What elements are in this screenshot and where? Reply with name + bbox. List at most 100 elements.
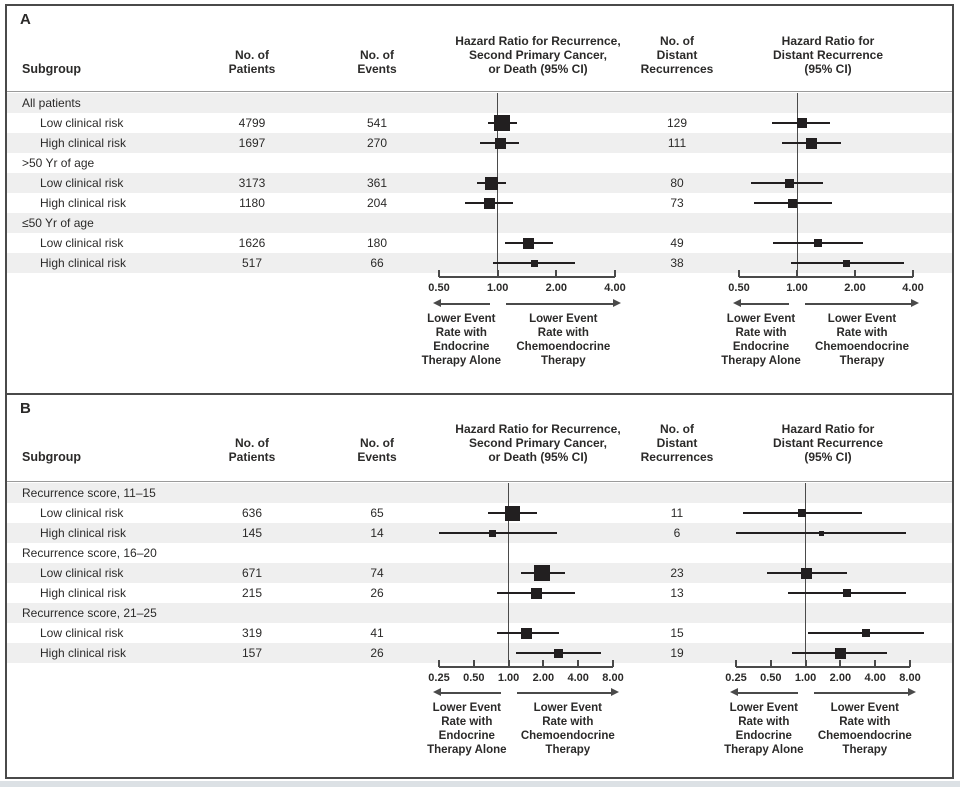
patients-value: 1626 <box>238 236 266 250</box>
events-header: No. of Events <box>322 48 432 76</box>
direction-label-endocrine-line: Therapy Alone <box>724 744 804 756</box>
axis-tick-label: 1.00 <box>786 282 808 294</box>
patients-header-line: Patients <box>228 62 276 76</box>
events-value: 65 <box>370 506 384 520</box>
subgroup-label: High clinical risk <box>40 256 127 270</box>
distant-recurrences-value: 23 <box>670 566 684 580</box>
distant-recurrences-value: 13 <box>670 586 684 600</box>
distant-header: No. of Distant Recurrences <box>617 422 737 464</box>
direction-label-endocrine-line: Endocrine <box>735 730 792 742</box>
group-header-label: >50 Yr of age <box>22 156 95 170</box>
direction-label-chemoendocrine: Lower Event Rate with Chemoendocrine Therap… <box>498 701 638 757</box>
direction-label-chemoendocrine-line: Lower Event <box>529 313 598 325</box>
left-direction-arrow-shaft <box>439 303 490 305</box>
panel-separator <box>5 393 954 395</box>
direction-label-chemoendocrine-line: Lower Event <box>533 702 602 714</box>
left-direction-arrow-head <box>730 688 738 696</box>
patients-header: No. of Patients <box>197 436 307 464</box>
axis-tick-label: 4.00 <box>902 282 924 294</box>
axis-tick <box>577 660 580 667</box>
plot2-title-line: Hazard Ratio for <box>781 34 875 48</box>
events-value: 74 <box>370 566 384 580</box>
axis-tick <box>472 660 475 667</box>
direction-label-chemoendocrine-line: Therapy <box>540 355 586 367</box>
hr-point-marker <box>800 567 812 579</box>
plot1-title-line: Second Primary Cancer, <box>468 436 608 450</box>
hr-point-marker <box>843 259 851 267</box>
patients-header-line: Patients <box>228 450 276 464</box>
right-direction-arrow-shaft <box>805 303 913 305</box>
axis-tick <box>738 270 740 277</box>
distant-recurrences-value: 129 <box>666 116 688 130</box>
distant-recurrences-value: 19 <box>670 646 684 660</box>
page-edge-strip <box>0 781 960 787</box>
direction-label-endocrine-line: Therapy Alone <box>427 744 507 756</box>
hr-point-marker <box>504 505 520 521</box>
events-header-line: No. of <box>360 48 394 62</box>
direction-label-endocrine-line: Lower Event <box>729 702 798 714</box>
axis-tick <box>612 660 614 667</box>
direction-label-chemoendocrine-line: Rate with <box>836 327 888 339</box>
direction-label-endocrine-line: Endocrine <box>732 341 790 353</box>
axis-tick <box>796 270 798 277</box>
plot1-title: Hazard Ratio for Recurrence, Second Prima… <box>423 34 653 76</box>
axis-tick <box>735 660 737 667</box>
plot1-title-line: or Death (95% CI) <box>488 62 588 76</box>
right-direction-arrow-head <box>911 299 919 307</box>
plot2-title-line: (95% CI) <box>804 450 852 464</box>
right-direction-arrow-head <box>611 688 619 696</box>
hr-point-marker <box>813 239 822 247</box>
direction-label-chemoendocrine-line: Chemoendocrine <box>815 341 909 353</box>
direction-label-endocrine-line: Rate with <box>738 716 790 728</box>
plot1-title: Hazard Ratio for Recurrence, Second Prima… <box>423 422 653 464</box>
hr-point-marker <box>554 648 564 658</box>
events-value: 361 <box>366 176 388 190</box>
subgroup-label: High clinical risk <box>40 196 127 210</box>
axis-tick <box>769 660 772 667</box>
axis-tick <box>804 660 807 667</box>
header-rule <box>7 481 952 482</box>
patients-value: 319 <box>241 626 263 640</box>
row-stripe <box>7 603 952 623</box>
direction-label-endocrine-line: Lower Event <box>726 313 796 325</box>
plot2-title-line: Distant Recurrence <box>772 48 884 62</box>
patients-value: 1180 <box>239 196 265 210</box>
axis-tick-label: 0.25 <box>428 672 450 684</box>
panel-label: A <box>20 11 31 28</box>
axis-tick-label: 4.00 <box>604 282 626 294</box>
direction-label-endocrine-line: Rate with <box>435 327 487 339</box>
direction-label-endocrine-line: Therapy Alone <box>421 355 502 367</box>
direction-label-endocrine-line: Rate with <box>441 716 493 728</box>
direction-label-chemoendocrine-line: Rate with <box>537 327 589 339</box>
patients-value: 145 <box>241 526 263 540</box>
axis-tick <box>542 660 545 667</box>
distant-recurrences-value: 80 <box>670 176 684 190</box>
group-header-label: Recurrence score, 11–15 <box>22 486 156 500</box>
axis-tick <box>555 270 558 277</box>
reference-line <box>796 93 798 277</box>
axis-tick-label: 8.00 <box>899 672 921 684</box>
events-header-line: Events <box>357 62 397 76</box>
patients-value: 1697 <box>238 136 266 150</box>
events-value: 26 <box>370 586 384 600</box>
patients-header: No. of Patients <box>197 48 307 76</box>
hr-point-marker <box>494 137 506 149</box>
row-stripe <box>7 643 952 663</box>
direction-label-chemoendocrine-line: Therapy <box>842 744 888 756</box>
plot1-title-line: Second Primary Cancer, <box>468 48 608 62</box>
distant-header-line: Recurrences <box>640 62 714 76</box>
direction-label-endocrine-line: Rate with <box>735 327 787 339</box>
axis-tick <box>507 660 510 667</box>
events-header-line: Events <box>357 450 397 464</box>
hr-point-marker <box>485 176 499 190</box>
axis-tick-label: 1.00 <box>486 282 509 294</box>
hr-point-marker <box>484 197 496 209</box>
group-header-label: Recurrence score, 21–25 <box>22 606 157 620</box>
direction-label-endocrine-line: Endocrine <box>433 341 490 353</box>
right-direction-arrow-shaft <box>505 303 615 305</box>
subgroup-label: Low clinical risk <box>40 626 124 640</box>
plot1-title-line: or Death (95% CI) <box>488 450 588 464</box>
patients-value: 215 <box>241 586 263 600</box>
right-direction-arrow-head <box>908 688 916 696</box>
hr-point-marker <box>533 565 550 581</box>
